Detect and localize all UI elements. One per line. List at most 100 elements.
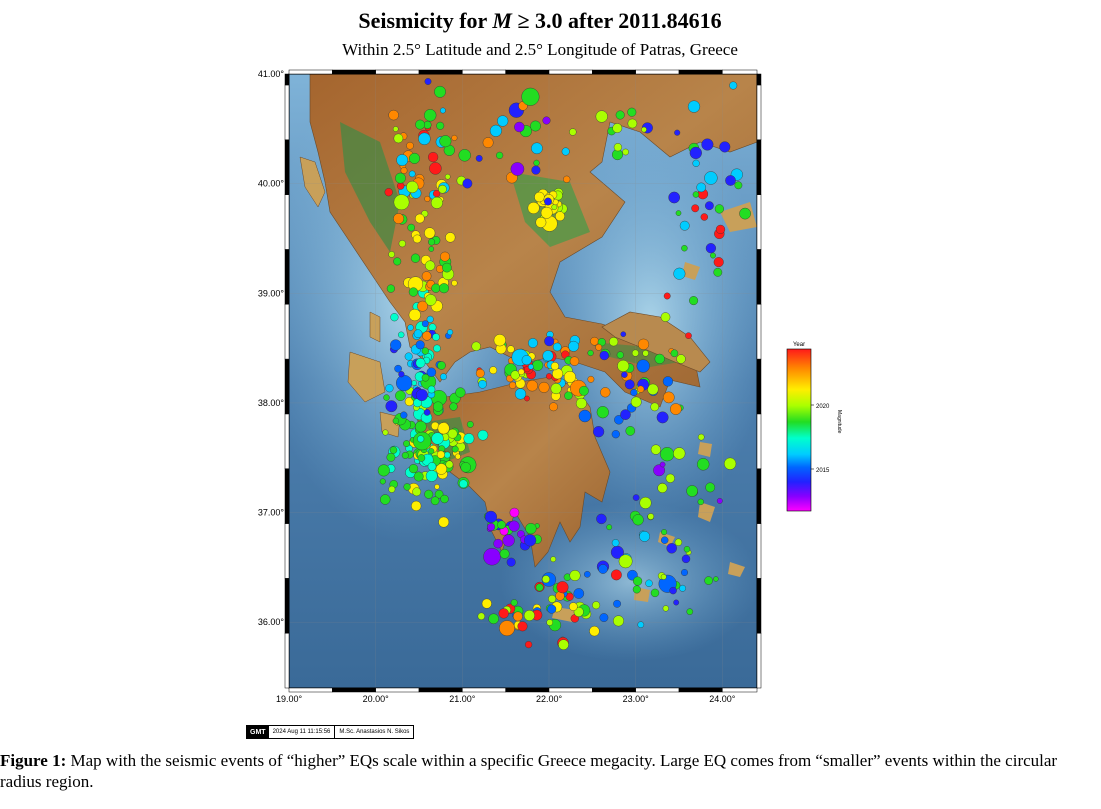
earthquake-event bbox=[413, 329, 423, 339]
earthquake-event bbox=[697, 498, 704, 506]
earthquake-event bbox=[428, 323, 437, 332]
earthquake-event bbox=[654, 353, 665, 365]
earthquake-event bbox=[493, 334, 506, 347]
earthquake-event bbox=[691, 204, 700, 213]
earthquake-event bbox=[587, 375, 595, 383]
earthquake-event bbox=[489, 124, 502, 137]
gmt-timestamp: GMT 2024 Aug 11 11:15:56 M.Sc. Anastasio… bbox=[246, 725, 415, 739]
colorbar-gradient bbox=[786, 348, 812, 512]
earthquake-event bbox=[510, 599, 518, 607]
earthquake-event bbox=[552, 342, 562, 352]
earthquake-event bbox=[593, 426, 605, 438]
earthquake-event bbox=[659, 461, 666, 468]
earthquake-event bbox=[681, 244, 688, 252]
earthquake-event bbox=[423, 409, 431, 416]
earthquake-event bbox=[424, 489, 434, 499]
earthquake-event bbox=[637, 621, 645, 629]
map-frame bbox=[284, 69, 762, 693]
earthquake-event bbox=[524, 534, 537, 547]
earthquake-event bbox=[548, 594, 557, 603]
earthquake-event bbox=[411, 500, 422, 512]
earthquake-event bbox=[424, 227, 436, 239]
earthquake-event bbox=[685, 332, 692, 340]
earthquake-event bbox=[398, 371, 405, 378]
earthquake-event bbox=[499, 548, 510, 559]
earthquake-event bbox=[410, 253, 421, 263]
earthquake-event bbox=[413, 471, 424, 482]
earthquake-event bbox=[415, 119, 426, 130]
earthquake-event bbox=[408, 308, 421, 322]
earthquake-event bbox=[715, 224, 726, 235]
earthquake-event bbox=[377, 464, 390, 477]
earthquake-event bbox=[729, 81, 738, 90]
earthquake-event bbox=[434, 484, 440, 490]
earthquake-event bbox=[573, 588, 585, 599]
earthquake-event bbox=[447, 428, 458, 439]
earthquake-event bbox=[388, 109, 399, 121]
earthquake-event bbox=[527, 338, 538, 348]
earthquake-event bbox=[425, 260, 436, 271]
earthquake-event bbox=[508, 520, 520, 532]
earthquake-event bbox=[509, 381, 517, 389]
earthquake-event bbox=[609, 337, 619, 347]
earthquake-event bbox=[451, 445, 459, 453]
earthquake-event bbox=[704, 201, 714, 211]
earthquake-event bbox=[662, 605, 669, 612]
earthquake-event bbox=[660, 447, 675, 462]
earthquake-event bbox=[463, 433, 475, 444]
earthquake-event bbox=[716, 497, 723, 504]
earthquake-event bbox=[676, 354, 686, 364]
lon-tick-label: 22.00° bbox=[536, 694, 563, 704]
earthquake-event bbox=[600, 387, 611, 398]
seismicity-map: 41.00° 40.00° 39.00° 38.00° 37.00° 36.00° 19.… bbox=[230, 62, 870, 722]
earthquake-event bbox=[692, 191, 700, 198]
earthquake-event bbox=[540, 206, 553, 219]
earthquake-event bbox=[599, 350, 609, 361]
earthquake-event bbox=[421, 271, 432, 281]
earthquake-event bbox=[442, 262, 452, 273]
earthquake-event bbox=[382, 429, 389, 436]
earthquake-event bbox=[531, 142, 543, 155]
earthquake-event bbox=[713, 576, 719, 582]
earthquake-event bbox=[487, 523, 496, 532]
earthquake-event bbox=[430, 496, 440, 506]
earthquake-event bbox=[686, 485, 698, 497]
kefalonia-island bbox=[347, 351, 386, 403]
earthquake-event bbox=[444, 173, 451, 180]
earthquake-event bbox=[689, 146, 702, 160]
earthquake-event bbox=[481, 598, 492, 609]
figure-title: Seismicity for M ≥ 3.0 after 2011.84616 bbox=[358, 8, 722, 33]
earthquake-event bbox=[606, 524, 613, 531]
earthquake-event bbox=[625, 426, 636, 436]
earthquake-event bbox=[542, 350, 554, 362]
colorbar-tick-2020: 2020 bbox=[816, 404, 830, 410]
earthquake-event bbox=[587, 349, 594, 357]
earthquake-event bbox=[484, 510, 498, 524]
earthquake-event bbox=[592, 601, 601, 610]
earthquake-event bbox=[613, 615, 625, 627]
earthquake-event bbox=[599, 613, 609, 622]
earthquake-event bbox=[447, 329, 454, 336]
earthquake-event bbox=[544, 336, 555, 347]
earthquake-event bbox=[417, 300, 428, 312]
earthquake-event bbox=[421, 347, 429, 355]
earthquake-event bbox=[386, 452, 396, 462]
earthquake-event bbox=[663, 292, 671, 300]
earthquake-event bbox=[713, 257, 724, 268]
earthquake-event bbox=[621, 371, 628, 378]
earthquake-event bbox=[633, 576, 643, 586]
earthquake-event bbox=[675, 210, 682, 216]
earthquake-event bbox=[521, 87, 540, 106]
earthquake-event bbox=[532, 359, 544, 371]
earthquake-event bbox=[428, 238, 436, 246]
earthquake-event bbox=[517, 621, 528, 632]
earthquake-event bbox=[569, 128, 577, 136]
earthquake-event bbox=[406, 180, 419, 194]
earthquake-event bbox=[637, 338, 650, 350]
earthquake-event bbox=[390, 339, 402, 351]
earthquake-event bbox=[647, 513, 655, 520]
earthquake-event bbox=[421, 320, 429, 328]
earthquake-event bbox=[398, 240, 406, 248]
earthquake-event bbox=[379, 494, 391, 505]
earthquake-event bbox=[639, 530, 650, 542]
